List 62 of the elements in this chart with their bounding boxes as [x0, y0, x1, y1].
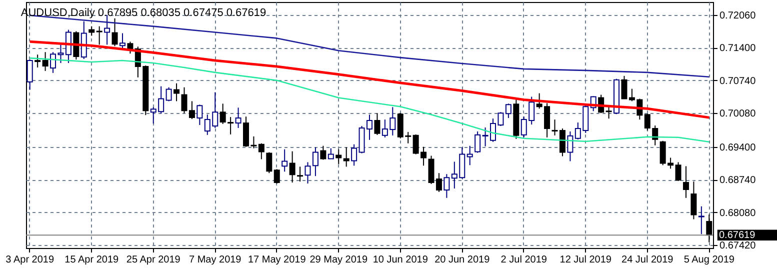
candlestick — [80, 20, 87, 60]
candlestick — [606, 105, 612, 120]
candlestick — [343, 146, 350, 168]
candlestick — [567, 130, 574, 162]
x-tick-label: 12 Jul 2019 — [560, 254, 612, 266]
candlestick — [690, 181, 697, 220]
candlestick — [96, 26, 102, 46]
candlestick — [328, 148, 334, 160]
candlestick — [42, 52, 48, 72]
candlestick — [34, 54, 41, 68]
candlestick — [266, 152, 272, 174]
y-tick-label: 0.70740 — [720, 76, 756, 87]
candlestick — [505, 103, 512, 119]
x-tick-label: 10 Jun 2019 — [372, 254, 428, 266]
candlestick — [304, 162, 311, 184]
candlestick — [112, 18, 118, 47]
candlestick — [374, 112, 380, 136]
x-tick-label: 7 May 2019 — [188, 254, 242, 266]
candlestick — [297, 166, 304, 182]
candlestick — [675, 162, 682, 182]
candlestick — [88, 26, 95, 36]
y-tick-label: 0.72060 — [720, 10, 756, 22]
candlestick — [312, 146, 318, 177]
y-tick-label: 0.68080 — [720, 208, 756, 219]
candlestick — [166, 86, 172, 102]
x-tick-label: 15 Apr 2019 — [64, 254, 120, 266]
candlestick — [698, 206, 704, 235]
y-tick-label: 0.70080 — [720, 108, 756, 120]
candlestick — [274, 168, 280, 184]
candlestick — [119, 32, 126, 50]
candlestick — [466, 145, 473, 166]
candlestick — [351, 144, 358, 166]
y-tick-label: 0.68740 — [720, 175, 756, 186]
candlestick — [336, 148, 342, 165]
x-tick-label: 2 Jul 2019 — [500, 254, 548, 266]
x-tick-label: 29 May 2019 — [310, 254, 368, 266]
candlestick — [621, 75, 628, 100]
candlestick — [289, 150, 296, 184]
candlestick — [188, 100, 195, 120]
line-series — [28, 40, 710, 119]
candlestick — [444, 174, 450, 198]
y-tick-label: 0.71400 — [720, 43, 756, 54]
candlestick — [26, 59, 33, 90]
candlestick — [282, 148, 288, 172]
x-tick-label: 17 May 2019 — [248, 254, 306, 266]
y-tick-label: 0.69400 — [720, 142, 756, 154]
candlestick — [174, 82, 180, 102]
x-tick-label: 20 Jun 2019 — [434, 254, 490, 266]
candlestick — [682, 166, 689, 198]
line-series — [29, 57, 710, 143]
candlestick — [320, 145, 326, 160]
x-tick-label: 5 Aug 2019 — [684, 254, 735, 266]
candlestick — [181, 86, 188, 114]
candlestick — [258, 142, 264, 160]
x-tick-label: 24 Jul 2019 — [622, 254, 674, 266]
candlestick — [235, 107, 242, 128]
candlestick — [196, 104, 203, 126]
x-tick-label: 3 Apr 2019 — [6, 254, 54, 266]
candlestick — [474, 130, 481, 154]
y-tick-label: 0.67420 — [720, 240, 756, 252]
x-tick-label: 25 Apr 2019 — [126, 254, 181, 266]
ref-line-label: 0.67619 — [719, 230, 756, 242]
